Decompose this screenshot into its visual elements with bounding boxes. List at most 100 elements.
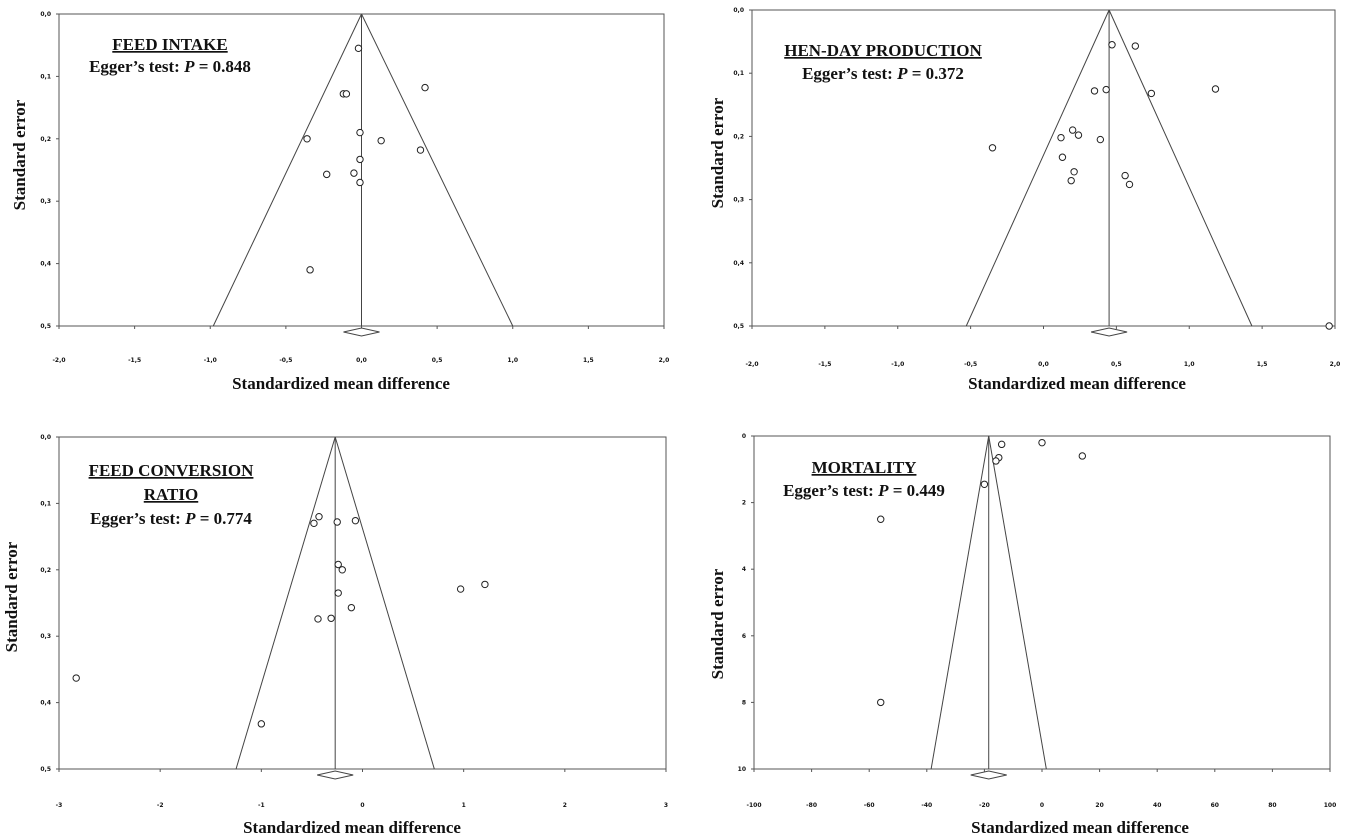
panel-title: HEN-DAY PRODUCTION xyxy=(784,41,982,60)
y-tick-label: 0,4 xyxy=(40,700,51,707)
egger-p-symbol: P xyxy=(877,481,889,500)
study-point xyxy=(1078,452,1087,460)
study-point xyxy=(456,585,465,593)
y-axis-label: Standard error xyxy=(2,541,21,652)
y-tick-label: 4 xyxy=(742,566,746,573)
y-tick-label: 0,4 xyxy=(40,261,51,268)
x-tick-label: 2,0 xyxy=(1330,361,1341,368)
y-tick-label: 0,2 xyxy=(40,567,51,574)
y-tick-label: 0,1 xyxy=(733,70,744,77)
y-axis-label: Standard error xyxy=(708,568,727,679)
egger-p-symbol: P xyxy=(896,64,908,83)
x-tick-label: -60 xyxy=(864,802,875,809)
study-point xyxy=(327,614,335,622)
egger-test-annotation: Egger’s test: P = 0.848 xyxy=(89,57,251,76)
y-tick-label: 0,0 xyxy=(40,434,51,441)
x-tick-label: -100 xyxy=(746,802,761,809)
y-tick-label: 0,3 xyxy=(733,197,744,204)
y-tick-label: 0,1 xyxy=(40,500,51,507)
y-tick-label: 2 xyxy=(742,500,746,507)
study-point xyxy=(377,136,385,145)
study-point xyxy=(351,516,360,525)
x-tick-label: -1,0 xyxy=(891,361,904,368)
pooled-estimate-diamond xyxy=(343,327,380,337)
study-point xyxy=(354,44,363,53)
egger-p-symbol: P xyxy=(184,509,196,528)
egger-p-value: = 0.774 xyxy=(195,509,252,528)
panel-title: MORTALITY xyxy=(812,458,917,477)
funnel-right-bound xyxy=(1108,9,1253,327)
study-point xyxy=(1096,135,1105,144)
x-tick-label: 40 xyxy=(1153,802,1161,809)
study-point xyxy=(992,457,1000,465)
y-tick-label: 0 xyxy=(742,433,746,440)
x-tick-label: 1 xyxy=(462,802,466,809)
funnel-right-bound xyxy=(988,435,1047,770)
funnel-panel-3: 0,0 0,1 0,2 0,3 0,4 0,5 -3 -2 -1 0 1 2 3 Standardized… xyxy=(2,434,668,837)
study-point xyxy=(1074,131,1083,139)
study-point xyxy=(257,720,266,728)
x-tick-label: -40 xyxy=(921,802,932,809)
y-tick-label: 0,2 xyxy=(40,136,51,143)
y-tick-label: 8 xyxy=(742,699,746,706)
x-tick-label: 0,0 xyxy=(1038,361,1049,368)
pooled-estimate-diamond xyxy=(1090,327,1128,337)
x-tick-label: 0 xyxy=(1040,802,1044,809)
pooled-estimate-diamond xyxy=(970,770,1007,780)
study-point xyxy=(303,135,311,143)
egger-label: Egger’s test: xyxy=(802,64,897,83)
egger-p-value: = 0.372 xyxy=(907,64,963,83)
y-tick-label: 0,0 xyxy=(733,7,744,14)
funnel-panel-1: 0,0 0,1 0,2 0,3 0,4 0,5 -2,0 -1,5 -1,0 -0,5 0,0 0,5… xyxy=(10,11,669,393)
study-point xyxy=(481,580,489,589)
x-tick-label: 100 xyxy=(1324,802,1337,809)
y-tick-label: 0,5 xyxy=(40,766,51,773)
funnel-left-bound xyxy=(930,435,990,770)
x-tick-label: -1 xyxy=(258,802,265,809)
study-point xyxy=(338,566,346,574)
study-point xyxy=(1102,85,1110,94)
funnel-right-bound xyxy=(334,436,435,770)
study-point xyxy=(350,169,358,177)
x-tick-label: 1,5 xyxy=(1257,361,1268,368)
panel-title: RATIO xyxy=(144,485,198,504)
x-tick-label: 0,0 xyxy=(356,357,367,364)
study-point xyxy=(306,266,314,274)
study-point xyxy=(310,519,318,528)
funnel-left-bound xyxy=(235,436,336,770)
x-axis-label: Standardized mean difference xyxy=(968,374,1186,393)
study-point xyxy=(1121,171,1129,180)
x-axis-label: Standardized mean difference xyxy=(971,818,1189,837)
study-point xyxy=(988,144,997,152)
study-point xyxy=(877,515,885,523)
x-tick-label: -3 xyxy=(56,802,63,809)
egger-p-symbol: P xyxy=(183,57,195,76)
funnel-left-bound xyxy=(212,13,362,327)
study-point xyxy=(1325,322,1333,330)
study-point xyxy=(877,698,885,707)
study-point xyxy=(1070,168,1078,176)
study-point xyxy=(1131,42,1140,50)
study-point xyxy=(1090,87,1099,95)
x-tick-label: 0,5 xyxy=(1111,361,1122,368)
egger-p-value: = 0.848 xyxy=(194,57,250,76)
y-tick-label: 0,3 xyxy=(40,633,51,640)
funnel-panel-4: 0 2 4 6 8 10 -100 -80 -60 -40 -20 0 20 40 60 80 100 Stand… xyxy=(708,433,1336,837)
x-tick-label: -1,5 xyxy=(128,357,141,364)
x-tick-label: 1,5 xyxy=(583,357,594,364)
egger-label: Egger’s test: xyxy=(783,481,878,500)
y-axis-label: Standard error xyxy=(708,97,727,208)
x-tick-label: -2 xyxy=(157,802,164,809)
x-tick-label: -2,0 xyxy=(52,357,65,364)
study-point xyxy=(1211,85,1220,93)
x-axis-label: Standardized mean difference xyxy=(243,818,461,837)
x-tick-label: -80 xyxy=(806,802,817,809)
egger-test-annotation: Egger’s test: P = 0.372 xyxy=(802,64,964,83)
x-tick-label: 2,0 xyxy=(659,357,670,364)
study-point xyxy=(314,615,322,623)
study-point xyxy=(1108,41,1116,49)
x-tick-label: -2,0 xyxy=(745,361,758,368)
egger-label: Egger’s test: xyxy=(90,509,185,528)
x-tick-label: 0,5 xyxy=(432,357,443,364)
